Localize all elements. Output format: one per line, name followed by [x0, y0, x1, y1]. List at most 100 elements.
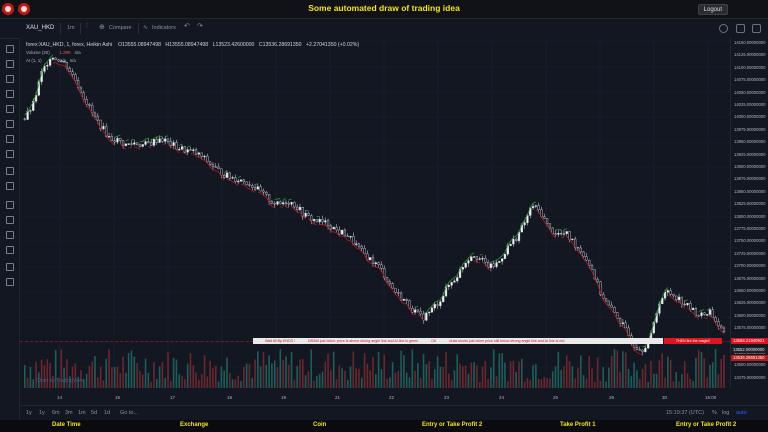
candle-body — [641, 349, 644, 353]
logout-button[interactable]: Logout — [697, 4, 728, 15]
arrow-icon[interactable] — [6, 150, 14, 158]
range-1y-b[interactable]: 1y — [39, 410, 45, 416]
volume-bar — [610, 355, 613, 388]
candle-body — [385, 277, 389, 282]
candle-body — [68, 67, 71, 72]
ai-legend: AI (1, 1) n/a n/a — [26, 58, 76, 63]
candle-body — [579, 247, 582, 253]
volume-bar — [164, 377, 166, 388]
volume-bar — [436, 356, 439, 388]
candle-body — [369, 257, 372, 261]
candle-body — [428, 311, 431, 314]
app-logo-icon — [18, 3, 30, 15]
volume-bar — [467, 373, 470, 388]
range-1y[interactable]: 1y — [26, 410, 32, 416]
range-1d[interactable]: 1d — [104, 410, 111, 416]
text-icon[interactable] — [6, 105, 14, 113]
ai-line-segment — [201, 158, 205, 161]
price-axis[interactable]: 14150.00000000 14125.00000000 14100.000000… — [730, 38, 768, 388]
candle-body — [130, 143, 133, 145]
footer-exchange: Exchange — [180, 422, 209, 428]
volume-bar — [125, 372, 127, 388]
snapshot-icon[interactable] — [752, 24, 761, 33]
lock-icon[interactable] — [6, 216, 14, 224]
ai-line-segment — [224, 170, 228, 173]
ai-label[interactable]: AI (1, 1) — [26, 58, 42, 63]
volume-bar — [417, 363, 419, 388]
goto-date-button[interactable]: Go to... — [120, 410, 139, 416]
chart-pane[interactable] — [20, 38, 730, 423]
ai-line-segment — [44, 61, 48, 66]
tradingview-watermark[interactable]: Chart by TradingView — [36, 378, 84, 384]
indicators-button[interactable]: Indicators — [152, 25, 176, 31]
compare-button[interactable]: Compare — [109, 25, 132, 31]
ai-line-segment — [285, 206, 289, 209]
log-toggle[interactable]: log — [722, 410, 730, 416]
candle-body — [391, 283, 394, 289]
ai-line-segment — [176, 149, 180, 154]
trendline-icon[interactable] — [6, 60, 14, 68]
volume-bar — [386, 379, 388, 388]
volume-bar — [405, 372, 408, 388]
volume-bar — [630, 376, 633, 388]
candle-body — [107, 136, 111, 138]
percent-toggle[interactable]: % — [712, 410, 717, 416]
volume-bar — [526, 377, 529, 388]
lock-all-icon[interactable] — [6, 231, 14, 239]
ai-line-segment — [642, 345, 646, 348]
auto-toggle[interactable]: auto — [736, 410, 747, 416]
undo-icon[interactable]: ↶ — [184, 23, 190, 30]
compare-icon[interactable]: ⊕ — [99, 24, 105, 31]
price-chart[interactable] — [20, 38, 730, 388]
ai-line-segment — [305, 209, 309, 212]
time-axis-label: 19 — [281, 395, 287, 400]
candle-body — [133, 142, 136, 145]
eye-icon[interactable] — [6, 246, 14, 254]
range-6m[interactable]: 6m — [52, 410, 60, 416]
trash-icon[interactable] — [6, 278, 14, 286]
ruler-icon[interactable] — [6, 167, 14, 175]
magnet-icon[interactable] — [6, 201, 14, 209]
crosshair-icon[interactable] — [6, 45, 14, 53]
ai-line-segment — [532, 201, 537, 204]
volume-bar — [234, 379, 237, 388]
candle-body — [492, 263, 495, 267]
candle-body — [512, 238, 515, 245]
volume-bar — [431, 379, 433, 388]
range-3m[interactable]: 3m — [65, 410, 73, 416]
symbol-selector[interactable]: XAU_HKD — [26, 25, 55, 31]
prediction-icon[interactable] — [6, 135, 14, 143]
chart-type-icon[interactable]: ⫶ — [86, 23, 88, 30]
volume-legend: Volume (20) 1.29K n/a — [26, 50, 81, 55]
interval-selector[interactable]: 1m — [67, 25, 75, 31]
volume-bar — [111, 367, 113, 388]
clock[interactable]: 15:19:37 (UTC) — [666, 410, 704, 416]
redo-icon[interactable]: ↷ — [197, 23, 203, 30]
volume-bar — [672, 381, 675, 388]
candle-body — [63, 60, 66, 63]
indicators-icon[interactable]: ∿ — [143, 25, 149, 31]
ai-line-segment — [676, 301, 680, 303]
volume-bar — [97, 377, 99, 388]
ai-line-segment — [215, 170, 219, 173]
ai-line-segment — [100, 128, 104, 132]
series-legend: forex:XAU_HKD, 1, forex, Heikin Ashi O13… — [26, 42, 362, 48]
range-5d[interactable]: 5d — [91, 410, 98, 416]
layers-icon[interactable] — [6, 263, 14, 271]
ai-line-segment — [193, 153, 197, 157]
volume-bar — [608, 367, 610, 388]
brush-icon[interactable] — [6, 90, 14, 98]
fullscreen-icon[interactable] — [736, 24, 745, 33]
settings-icon[interactable] — [719, 24, 728, 33]
fib-icon[interactable] — [6, 75, 14, 83]
legend-series[interactable]: forex:XAU_HKD, 1, forex, Heikin Ashi — [26, 42, 113, 48]
volume-bar — [706, 377, 708, 388]
candle-body — [478, 258, 481, 260]
range-1m[interactable]: 1m — [78, 410, 86, 416]
zoom-icon[interactable] — [6, 182, 14, 190]
pattern-icon[interactable] — [6, 120, 14, 128]
legend-change: +2.27041350 (+0.02%) — [306, 42, 360, 48]
volume-label[interactable]: Volume (20) — [26, 50, 50, 55]
volume-bar — [245, 363, 248, 388]
candle-body — [203, 155, 206, 158]
